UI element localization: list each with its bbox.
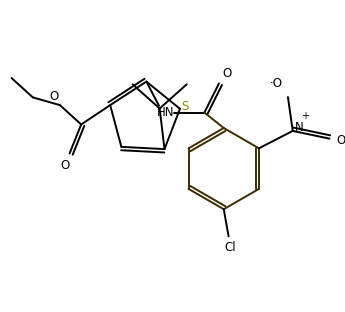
Text: ·O: ·O: [270, 77, 283, 90]
Text: S: S: [181, 100, 188, 113]
Text: O: O: [60, 158, 69, 172]
Text: HN: HN: [157, 106, 175, 119]
Text: Cl: Cl: [225, 241, 236, 254]
Text: O: O: [336, 134, 345, 147]
Text: O: O: [222, 67, 231, 80]
Text: N: N: [295, 120, 304, 134]
Text: O: O: [49, 90, 59, 103]
Text: +: +: [301, 111, 309, 121]
